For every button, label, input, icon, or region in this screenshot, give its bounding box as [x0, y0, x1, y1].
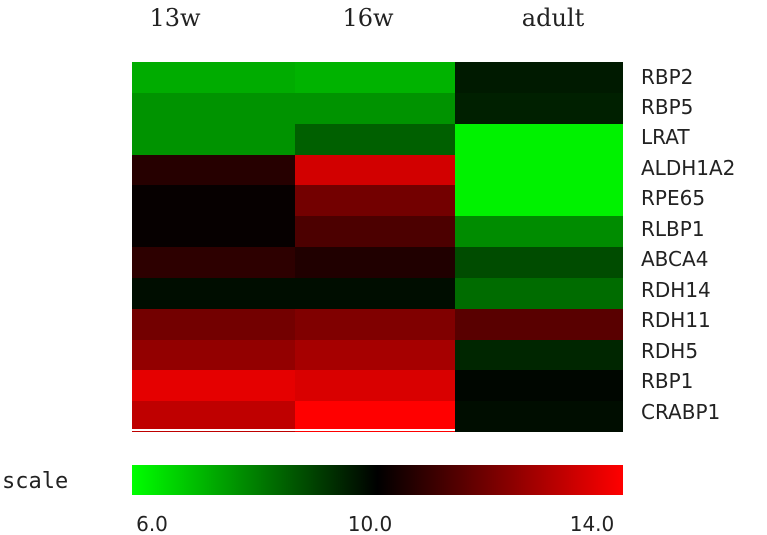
- row-label-crabp1: CRABP1: [641, 400, 720, 424]
- color-scale-legend: scale 6.0 10.0 14.0: [2, 465, 623, 535]
- heatmap-cell-rbp2-adult: [455, 62, 623, 93]
- scale-tick-mid: 10.0: [348, 512, 393, 535]
- row-label-rdh5: RDH5: [641, 339, 698, 363]
- heatmap-cell-aldh1a2-adult: [455, 155, 623, 185]
- heatmap-cell-rlbp1-adult: [455, 216, 623, 247]
- scale-gradient-bar: [132, 465, 623, 495]
- heatmap-cell-abca4-16w: [295, 247, 455, 278]
- heatmap-cell-rdh14-13w: [132, 278, 295, 309]
- heatmap-cell-lrat-adult: [455, 124, 623, 155]
- heatmap-cell-rbp1-13w: [132, 370, 295, 401]
- row-label-aldh1a2: ALDH1A2: [641, 156, 735, 180]
- heatmap-cell-lrat-16w: [295, 124, 455, 155]
- heatmap-cell-rdh5-13w: [132, 340, 295, 370]
- column-labels: 13w 16w adult: [149, 4, 584, 32]
- heatmap-cell-crabp1-adult: [455, 401, 623, 432]
- heatmap-cell-rbp1-adult: [455, 370, 623, 401]
- row-label-rdh11: RDH11: [641, 308, 711, 332]
- heatmap-cell-rdh14-16w: [295, 278, 455, 309]
- heatmap-cell-aldh1a2-16w: [295, 155, 455, 185]
- heatmap-cell-rbp5-13w: [132, 93, 295, 124]
- heatmap-cell-rdh5-adult: [455, 340, 623, 370]
- heatmap-cell-rdh11-16w: [295, 309, 455, 340]
- heatmap-cell-rbp5-adult: [455, 93, 623, 124]
- heatmap-cell-rlbp1-16w: [295, 216, 455, 247]
- heatmap-cell-aldh1a2-13w: [132, 155, 295, 185]
- row-label-rbp5: RBP5: [641, 95, 693, 119]
- column-label-13w: 13w: [149, 4, 201, 32]
- heatmap-cell-rpe65-adult: [455, 185, 623, 216]
- row-label-rlbp1: RLBP1: [641, 217, 705, 241]
- heatmap-cell-abca4-adult: [455, 247, 623, 278]
- scale-title: scale: [2, 469, 68, 494]
- heatmap-cell-crabp1-13w: [132, 401, 295, 432]
- heatmap-cell-lrat-13w: [132, 124, 295, 155]
- row-label-rpe65: RPE65: [641, 186, 705, 210]
- row-labels: RBP2 RBP5 LRAT ALDH1A2 RPE65 RLBP1 ABCA4…: [641, 65, 735, 424]
- heatmap-cell-rdh11-13w: [132, 309, 295, 340]
- heatmap-cell-rdh14-adult: [455, 278, 623, 309]
- scale-tick-max: 14.0: [570, 512, 615, 535]
- heatmap-cell-rbp1-16w: [295, 370, 455, 401]
- heatmap-cell-rdh5-16w: [295, 340, 455, 370]
- scale-tick-min: 6.0: [136, 512, 168, 535]
- row-label-rbp2: RBP2: [641, 65, 693, 89]
- heatmap-cell-rdh11-adult: [455, 309, 623, 340]
- heatmap-cell-abca4-13w: [132, 247, 295, 278]
- heatmap-cell-rbp5-16w: [295, 93, 455, 124]
- heatmap-cell-rbp2-16w: [295, 62, 455, 93]
- heatmap-cell-crabp1-16w: [295, 401, 455, 432]
- column-label-adult: adult: [522, 4, 585, 32]
- heatmap-cell-rpe65-16w: [295, 185, 455, 216]
- heatmap-cells: [132, 62, 623, 432]
- heatmap-cell-rbp2-13w: [132, 62, 295, 93]
- heatmap-cell-rlbp1-13w: [132, 216, 295, 247]
- column-label-16w: 16w: [342, 4, 394, 32]
- row-label-rdh14: RDH14: [641, 278, 711, 302]
- row-label-rbp1: RBP1: [641, 369, 693, 393]
- heatmap-cell-rpe65-13w: [132, 185, 295, 216]
- row-label-lrat: LRAT: [641, 125, 690, 149]
- row-label-abca4: ABCA4: [641, 247, 708, 271]
